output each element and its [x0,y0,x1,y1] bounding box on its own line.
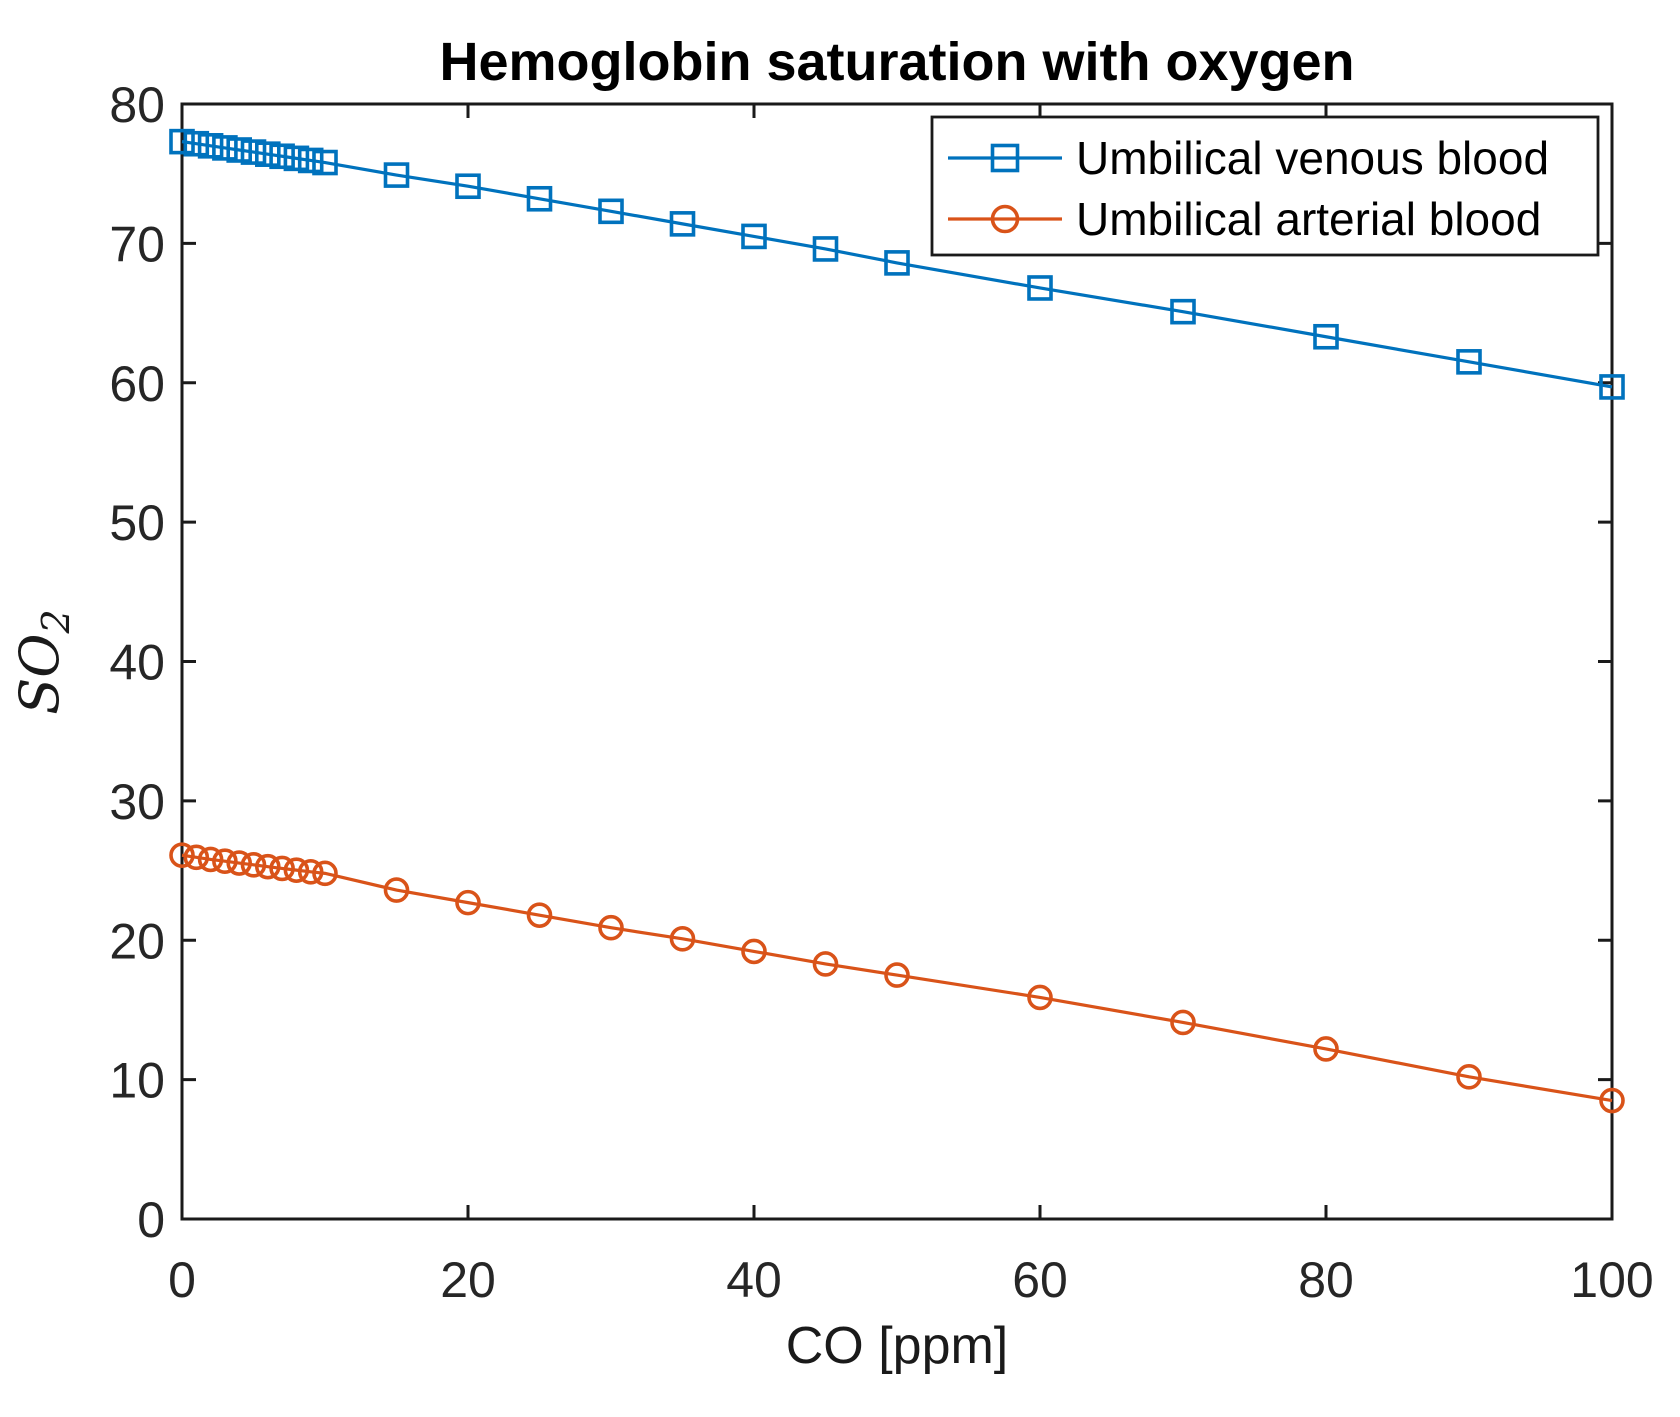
series-marker-venous [669,211,696,237]
series-marker-arterial [183,844,210,871]
x-tick-label: 80 [1298,1252,1354,1308]
series-marker-venous [197,133,224,159]
x-tick-label: 0 [168,1252,196,1308]
y-tick-label: 70 [109,216,165,272]
series-marker-venous [812,236,839,262]
x-tick-label: 20 [440,1252,496,1308]
x-tick-label: 40 [726,1252,782,1308]
plot-area-border [180,102,1614,1221]
series-marker-arterial [1599,1087,1625,1114]
series-marker-venous [212,135,238,161]
series-marker-venous [455,173,481,200]
series-marker-arterial [269,855,295,882]
series-marker-arterial [226,850,252,876]
x-axis-label: CO [ppm] [786,1317,1009,1375]
series-marker-arterial [1027,984,1053,1011]
series-marker-arterial [283,857,310,883]
series-marker-venous [1456,349,1482,375]
series-line-arterial [181,853,1613,1103]
series-marker-venous [226,137,252,163]
series-marker-arterial [455,889,481,916]
series-marker-arterial [812,951,839,977]
legend-marker-venous [990,143,1020,173]
series-marker-venous [1313,323,1339,350]
legend: Umbilical venous blood Umbilical arteria… [930,115,1600,257]
y-tick-label: 60 [109,356,165,412]
series-layer [169,128,1625,1114]
legend-label-arterial: Umbilical arterial blood [1076,193,1541,245]
y-tick-label: 30 [109,774,165,830]
y-tick-label: 20 [109,913,165,969]
y-tick-label: 50 [109,495,165,551]
series-marker-arterial [254,853,281,880]
series-marker-venous [1027,275,1053,301]
series-marker-venous [1170,298,1196,325]
series-marker-venous [312,149,338,176]
y-axis-label-main: SO [8,633,71,714]
series-marker-arterial [169,842,195,869]
series-marker-arterial [598,914,624,941]
y-axis-label: SO2 [8,609,78,714]
y-tick-label: 80 [109,77,165,133]
series-marker-arterial [1170,1009,1196,1036]
series-marker-arterial [526,902,553,928]
legend-marker-arterial [990,204,1020,234]
series-marker-venous [297,147,324,174]
series-marker-arterial [741,938,767,965]
series-marker-venous [283,145,310,172]
axis-ticks: 0 20 40 60 80 100 0 10 20 30 40 50 60 70 80 [109,77,1653,1308]
y-tick-label: 40 [109,635,165,691]
series-marker-venous [598,198,624,225]
series-marker-venous [169,128,195,155]
series-marker-arterial [212,848,238,875]
series-marker-venous [884,250,910,276]
x-tick-label: 100 [1570,1252,1653,1308]
y-tick-label: 0 [137,1192,165,1248]
series-marker-arterial [240,852,267,878]
series-marker-arterial [197,846,224,873]
series-marker-arterial [1456,1064,1482,1090]
series-marker-venous [254,141,281,167]
legend-label-venous: Umbilical venous blood [1076,132,1549,184]
legend-rows [948,143,1062,234]
series-marker-venous [240,139,267,165]
x-tick-label: 60 [1012,1252,1068,1308]
series-marker-venous [183,130,210,157]
series-marker-venous [383,162,410,188]
chart-title: Hemoglobin saturation with oxygen [439,32,1354,92]
series-marker-arterial [383,877,410,903]
series-marker-venous [526,185,553,212]
series-marker-arterial [312,860,338,887]
series-marker-venous [1599,374,1625,400]
legend-box [930,115,1600,257]
series-marker-venous [269,143,295,170]
series-marker-arterial [884,962,910,988]
series-marker-venous [741,223,767,250]
y-tick-label: 10 [109,1053,165,1109]
series-marker-arterial [1313,1036,1339,1062]
series-marker-arterial [297,859,324,885]
y-axis-label-subscript: 2 [34,609,78,634]
series-marker-arterial [669,926,696,952]
